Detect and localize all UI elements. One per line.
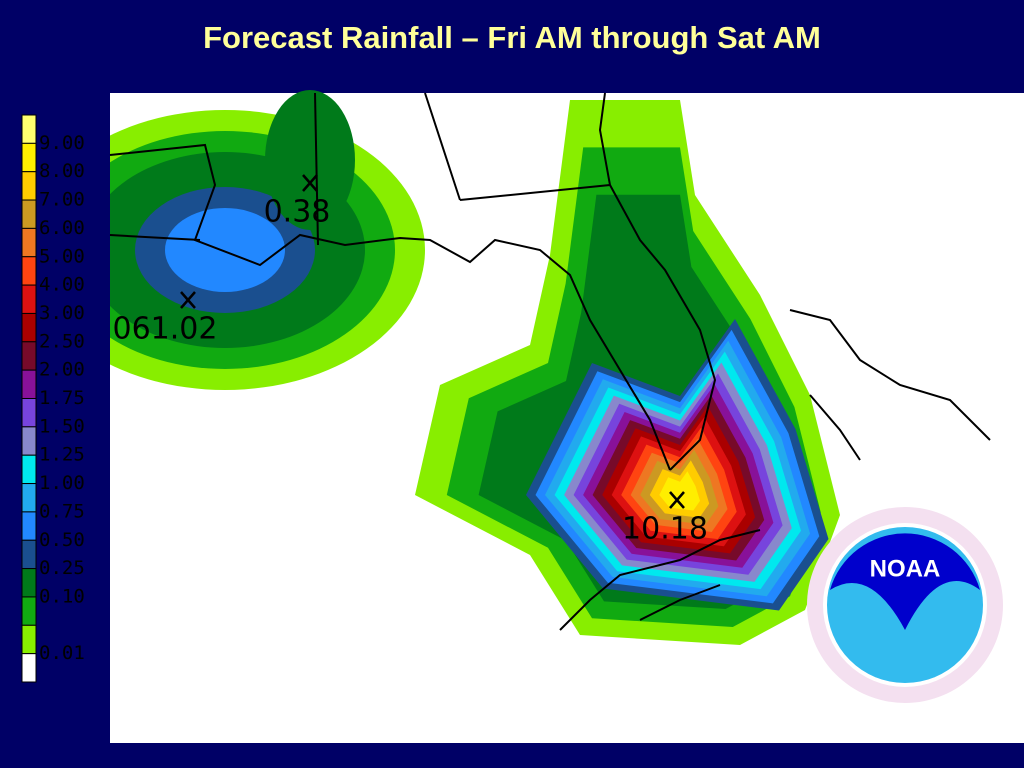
map-label: 061.02 [113,312,218,347]
x-marker [180,291,196,309]
legend-label: 3.00 [39,302,85,324]
coastline [314,92,319,246]
legend-label: 9.00 [39,132,85,154]
legend-label: 2.00 [39,359,85,381]
coastline [559,529,761,631]
coastline [789,309,991,441]
coastline [809,394,861,461]
legend-swatch [21,568,37,598]
legend: 9.00 8.00 7.00 6.00 5.00 4.00 3.00 2.50 2.00 1.75… [21,114,85,683]
legend-swatch [21,454,37,485]
legend-swatch [21,114,37,144]
map-label: 10.18 [622,512,708,547]
legend-swatch [21,426,37,456]
rain-contour [165,208,285,292]
legend-swatch [21,256,37,286]
coastline [598,92,717,471]
legend-swatch [21,341,37,371]
legend-label: 0.25 [39,557,85,579]
map-edge [0,93,110,743]
logo-bird [830,533,980,630]
legend-swatch [21,596,37,626]
legend-label: 5.00 [39,245,85,267]
title: Forecast Rainfall – Fri AM through Sat A… [203,20,821,55]
legend-label: 1.25 [39,444,85,466]
legend-label: 0.10 [39,585,85,607]
legend-swatch [21,483,37,513]
legend-swatch [21,199,37,229]
rain-contour [265,90,355,230]
legend-label: 1.00 [39,472,85,494]
rain-contour [659,471,700,511]
map: 0.38 061.02 10.18 NOAA [0,90,1003,743]
legend-label: 0.75 [39,500,85,522]
legend-label: 2.50 [39,330,85,352]
legend-label: 8.00 [39,160,85,182]
legend-swatch [21,142,37,173]
legend-swatch [21,653,37,683]
legend-swatch [21,227,37,258]
legend-label: 1.75 [39,387,85,409]
x-marker [669,491,685,509]
coastline [459,184,611,201]
legend-swatch [21,624,37,655]
legend-label: 6.00 [39,217,85,239]
legend-swatch [21,398,37,428]
legend-label: 0.50 [39,529,85,551]
legend-swatch [21,539,37,570]
x-marker [302,174,318,192]
legend-swatch [21,284,37,314]
coastline [109,234,201,241]
legend-label: 7.00 [39,189,85,211]
coastline [639,584,721,621]
legend-label: 1.50 [39,415,85,437]
logo-text: NOAA [870,555,941,582]
legend-label: 0.01 [39,642,85,664]
legend-swatch [21,511,37,541]
coastline [424,92,461,201]
legend-swatch [21,171,37,201]
legend-label: 4.00 [39,274,85,296]
map-label: 0.38 [264,195,331,230]
legend-swatch [21,312,37,343]
legend-swatch [21,369,37,399]
coastline [109,143,671,471]
